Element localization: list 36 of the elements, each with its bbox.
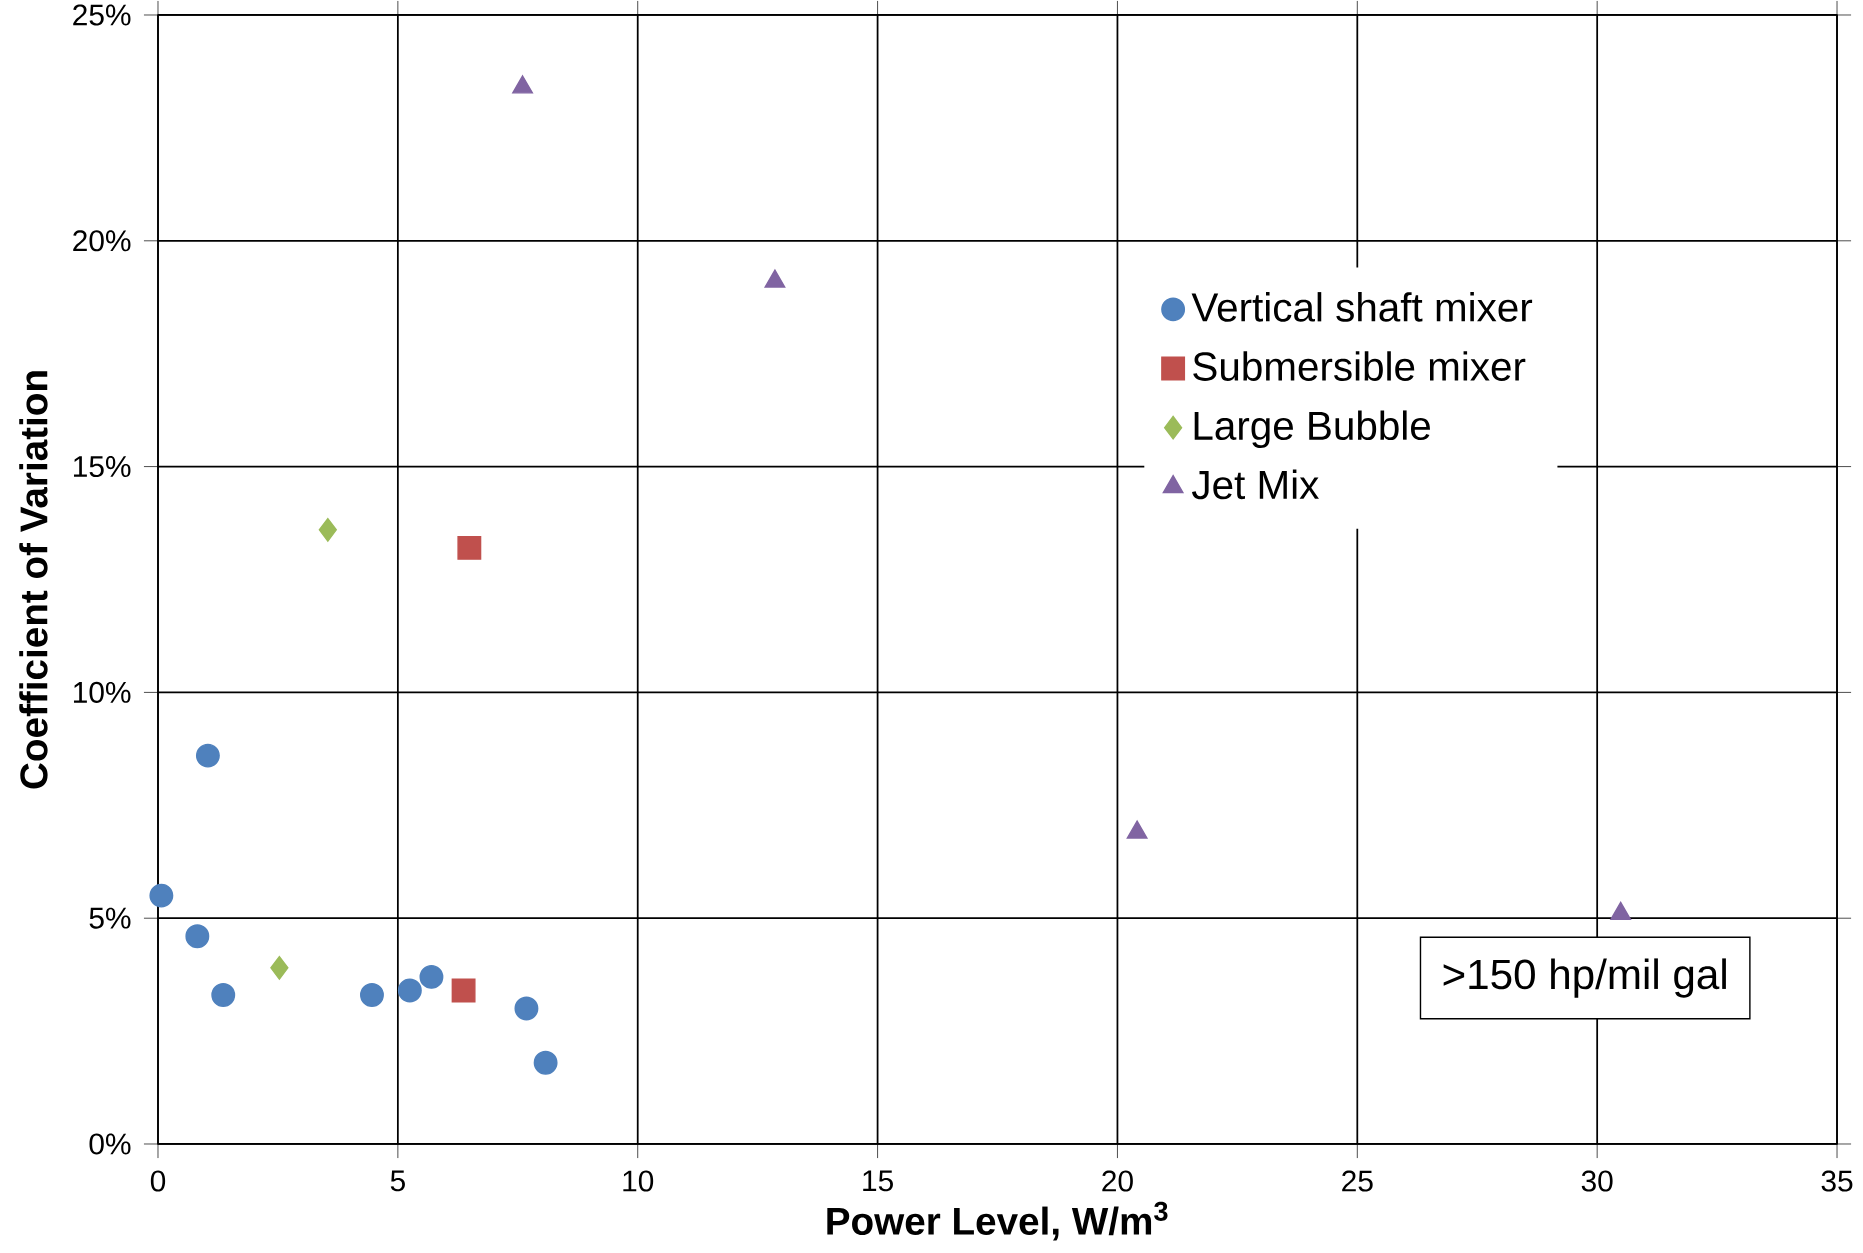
- y-tick-label: 5%: [89, 907, 131, 929]
- x-tick-label: 0: [150, 1170, 166, 1192]
- y-axis-title: Coefficient of Variation: [19, 371, 48, 789]
- legend-label: Jet Mix: [1192, 469, 1319, 500]
- y-tick-label: 25%: [73, 4, 131, 26]
- y-tick-label: 15%: [73, 456, 131, 478]
- point: [211, 983, 236, 1007]
- point: [195, 743, 220, 768]
- x-tick-label: 30: [1581, 1170, 1613, 1192]
- x-axis-title: Power Level, W/m$^{3}$: [827, 1201, 1168, 1241]
- point: [185, 924, 210, 949]
- point: [764, 269, 786, 288]
- x-tick-label: 15: [863, 1170, 893, 1192]
- point: [149, 883, 174, 908]
- point: [512, 75, 534, 94]
- x-tick-label: 20: [1102, 1170, 1133, 1192]
- x-tick-label: 5: [390, 1170, 405, 1192]
- legend-label: Submersible mixer: [1193, 351, 1526, 381]
- point: [270, 955, 289, 980]
- legend-label: Vertical shaft mixer: [1191, 292, 1533, 322]
- x-tick-label: 25: [1342, 1170, 1373, 1192]
- point: [360, 983, 384, 1007]
- x-tick-label: 35: [1821, 1170, 1853, 1192]
- y-tick-label: 10%: [73, 681, 131, 703]
- y-tick-label: 0%: [89, 1133, 131, 1155]
- y-tick-label: 20%: [73, 230, 131, 252]
- annotation: >150 hp/mil gal: [1443, 958, 1726, 998]
- point: [457, 535, 482, 560]
- point: [419, 964, 444, 989]
- point: [318, 517, 337, 542]
- point: [451, 978, 476, 1003]
- point: [533, 1050, 558, 1075]
- point: [514, 996, 539, 1021]
- point: [397, 978, 422, 1003]
- x-tick-label: 10: [623, 1170, 654, 1192]
- legend-label: Large Bubble: [1194, 410, 1430, 449]
